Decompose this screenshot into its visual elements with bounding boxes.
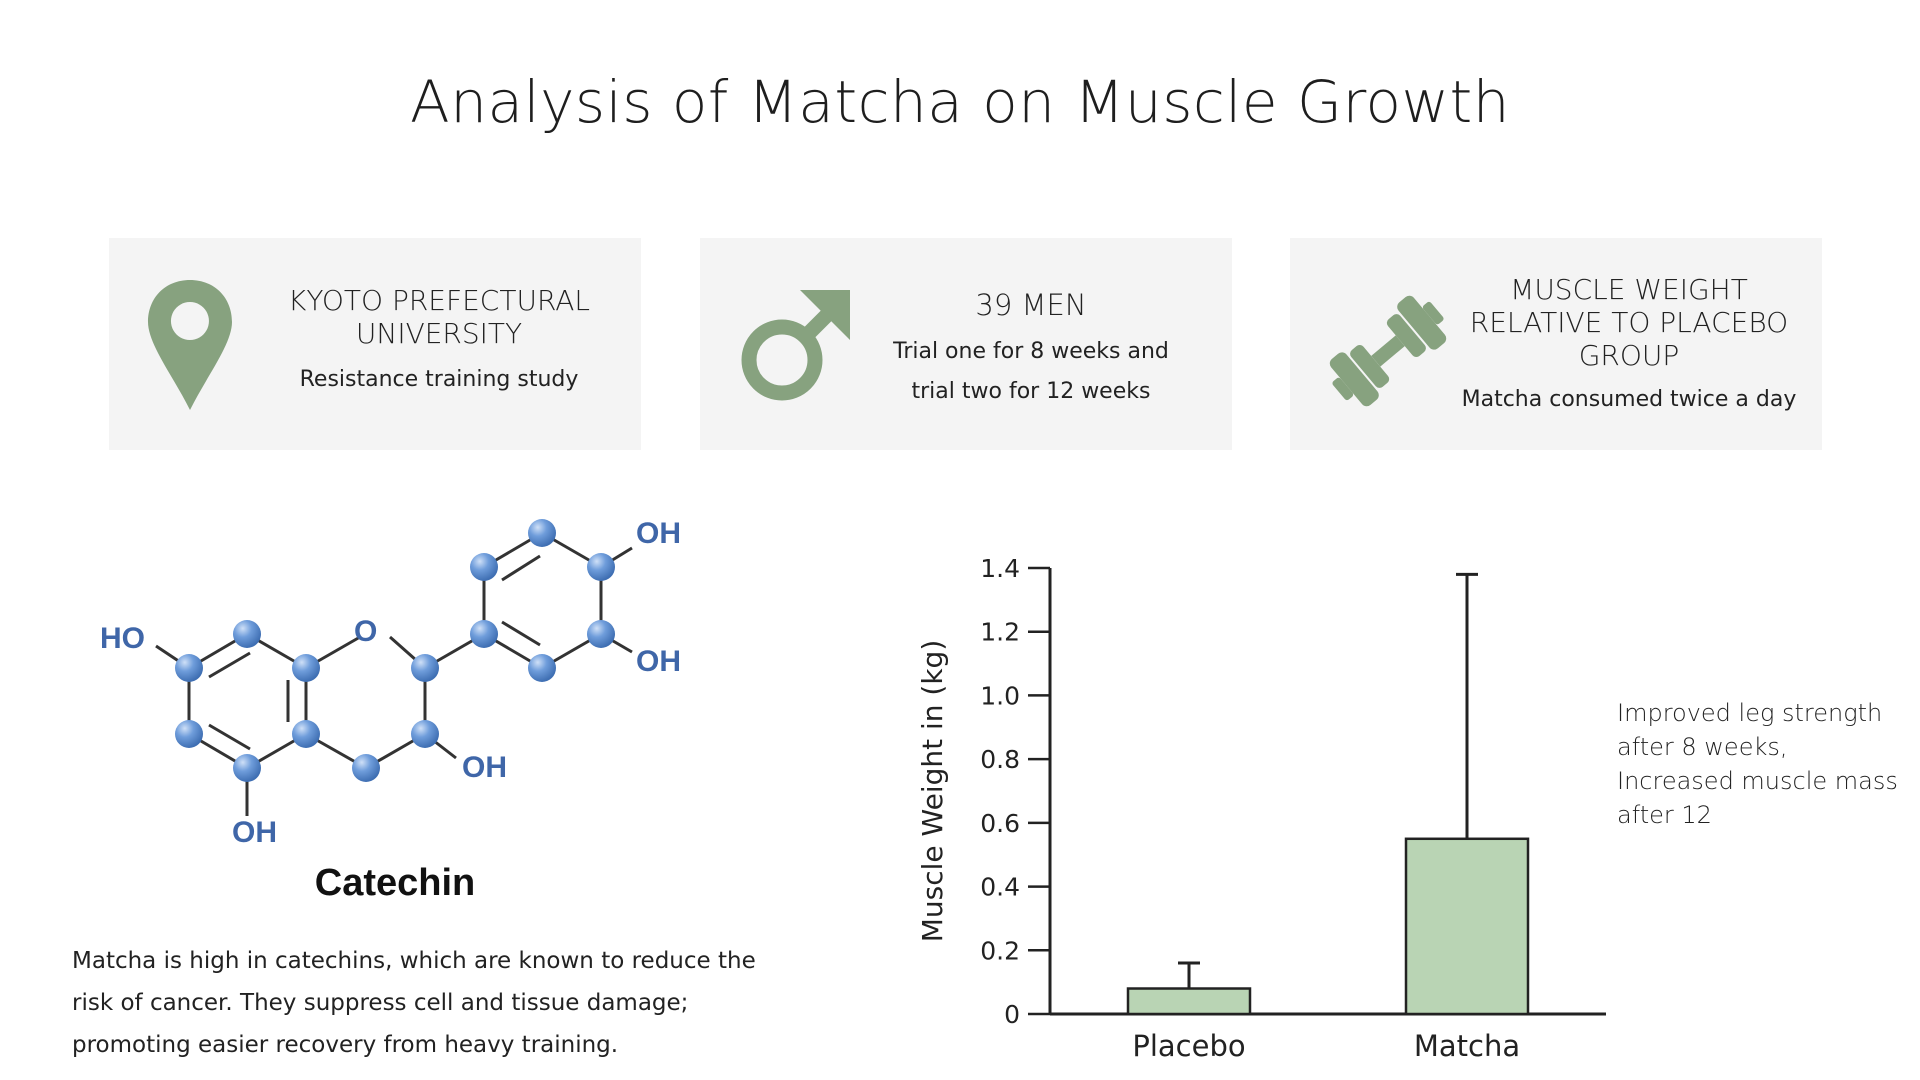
info-card-location: KYOTO PREFECTURAL UNIVERSITY Resistance … — [109, 238, 641, 450]
y-axis-label: Muscle Weight in (kg) — [916, 640, 949, 943]
molecule-label: HO — [100, 622, 145, 655]
info-card-participants: 39 MEN Trial one for 8 weeks and trial t… — [700, 238, 1232, 450]
x-tick-label: Placebo — [1132, 1029, 1245, 1063]
molecule-label: OH — [462, 751, 507, 784]
y-tick-label: 0 — [1004, 1000, 1020, 1029]
card-heading: KYOTO PREFECTURAL UNIVERSITY — [287, 284, 591, 350]
map-pin-icon — [148, 280, 232, 410]
card-heading: MUSCLE WEIGHT RELATIVE TO PLACEBO GROUP — [1469, 272, 1789, 372]
y-tick-label: 1.4 — [980, 554, 1020, 583]
molecule-label: OH — [636, 645, 681, 678]
card-subtext: Resistance training study — [299, 367, 579, 392]
male-symbol-icon — [741, 290, 850, 401]
card-subtext: Trial one for 8 weeks and trial two for … — [893, 338, 1169, 404]
page-title: Analysis of Matcha on Muscle Growth — [410, 68, 1510, 136]
molecule-label: OH — [232, 816, 277, 849]
dumbbell-icon — [1329, 295, 1447, 407]
molecule-label: OH — [636, 517, 681, 550]
card-heading: 39 MEN — [975, 287, 1087, 322]
y-tick-label: 0.6 — [980, 809, 1020, 838]
bar-chart: 0 0.2 0.4 0.6 0.8 1.0 1.2 1.4 Muscle Weight in (… — [916, 554, 1606, 1063]
y-tick-label: 0.8 — [980, 745, 1020, 774]
bar-matcha — [1404, 837, 1530, 1016]
catechin-molecule-diagram: HO O OH OH OH OH — [100, 517, 681, 849]
y-tick-label: 1.2 — [980, 618, 1020, 647]
chart-annotation: Improved leg strength after 8 weeks, Inc… — [1617, 699, 1898, 829]
molecule-name: Catechin — [314, 862, 476, 904]
body-paragraph: Matcha is high in catechins, which are k… — [72, 948, 756, 1058]
molecule-label: O — [354, 615, 377, 648]
info-card-measure: MUSCLE WEIGHT RELATIVE TO PLACEBO GROUP … — [1290, 238, 1822, 450]
y-tick-label: 0.4 — [980, 873, 1020, 902]
y-tick-label: 1.0 — [980, 681, 1020, 710]
bar-placebo — [1126, 987, 1252, 1016]
y-tick-label: 0.2 — [980, 936, 1020, 965]
x-tick-label: Matcha — [1414, 1029, 1520, 1063]
card-subtext: Matcha consumed twice a day — [1461, 386, 1797, 412]
